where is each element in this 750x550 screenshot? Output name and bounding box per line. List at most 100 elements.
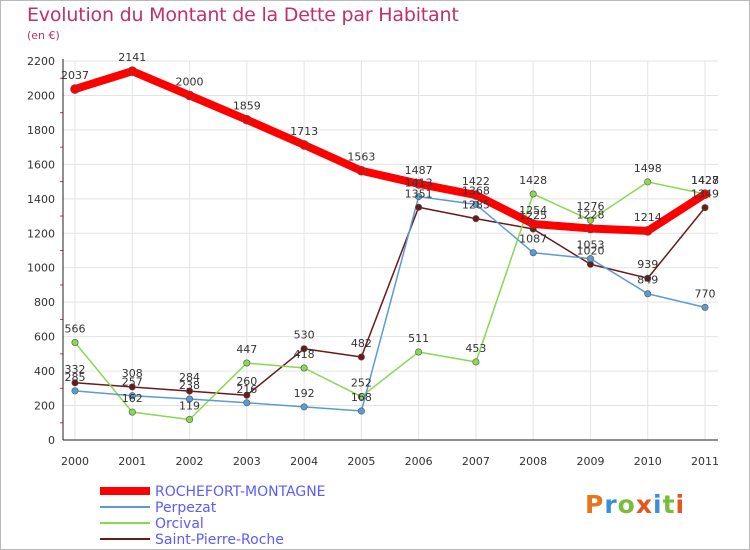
series-line-perpezat — [74, 195, 706, 412]
legend-label: Saint-Pierre-Roche — [155, 532, 284, 548]
data-point — [529, 190, 537, 198]
data-point — [700, 189, 710, 199]
data-point — [585, 223, 596, 234]
data-point — [528, 219, 538, 229]
data-point — [243, 359, 251, 367]
data-point — [472, 215, 480, 223]
data-label: 1254 — [519, 204, 547, 217]
data-point — [471, 190, 481, 200]
data-point — [300, 364, 308, 372]
data-label: 1020 — [576, 244, 604, 257]
x-tick-label: 2006 — [405, 455, 433, 468]
data-label: 1349 — [691, 188, 719, 201]
data-label: 1428 — [519, 174, 547, 187]
data-point — [586, 255, 594, 263]
data-label: 257 — [122, 376, 143, 389]
series-line-saint-pierre-roche — [74, 206, 706, 396]
data-label: 1859 — [233, 100, 261, 113]
y-tick-label: 1600 — [27, 158, 55, 171]
data-point — [644, 178, 652, 186]
y-tick-label: 800 — [34, 296, 55, 309]
data-point — [644, 274, 652, 282]
y-tick-label: 600 — [34, 331, 55, 344]
chart-unit-label: (en €) — [27, 29, 60, 42]
x-tick-label: 2001 — [118, 455, 146, 468]
data-point — [243, 391, 251, 399]
data-label: 530 — [294, 329, 315, 342]
data-label: 168 — [351, 391, 372, 404]
x-tick-label: 2002 — [176, 455, 204, 468]
data-point — [128, 408, 136, 416]
legend-label: ROCHEFORT-MONTAGNE — [155, 484, 326, 500]
data-label: 939 — [637, 258, 658, 271]
y-tick-label: 2000 — [27, 89, 55, 102]
data-point — [184, 90, 195, 101]
data-label: 252 — [351, 377, 372, 390]
data-label: 1563 — [347, 151, 375, 164]
data-label: 308 — [122, 367, 143, 380]
data-point — [357, 393, 365, 401]
data-label: 332 — [65, 363, 86, 376]
data-label: 1225 — [519, 209, 547, 222]
y-tick-label: 0 — [48, 434, 55, 447]
x-tick-label: 2000 — [61, 455, 89, 468]
data-label: 849 — [637, 274, 658, 287]
data-point — [701, 303, 709, 311]
data-point — [701, 204, 709, 212]
series-line-orcival — [74, 181, 706, 421]
x-tick-label: 2003 — [233, 455, 261, 468]
y-tick-label: 1800 — [27, 124, 55, 137]
data-label: 1087 — [519, 233, 547, 246]
data-label: 284 — [179, 371, 200, 384]
y-tick-label: 1400 — [27, 193, 55, 206]
data-label: 566 — [65, 322, 86, 335]
data-label: 1214 — [634, 211, 662, 224]
data-point — [243, 399, 251, 407]
data-label: 1351 — [405, 187, 433, 200]
data-point — [127, 66, 138, 76]
data-label: 238 — [179, 379, 200, 392]
data-label: 119 — [179, 399, 200, 412]
data-label: 418 — [294, 348, 315, 361]
data-label: 1053 — [576, 239, 604, 252]
x-tick-label: 2009 — [576, 455, 604, 468]
data-label: 1413 — [405, 177, 433, 190]
data-point — [186, 415, 194, 423]
data-point — [186, 387, 194, 395]
data-point — [71, 338, 79, 346]
data-point — [300, 345, 308, 353]
data-point — [186, 395, 194, 403]
data-point — [413, 179, 424, 189]
data-label: 2000 — [176, 75, 204, 88]
data-label: 1713 — [290, 125, 318, 138]
y-tick-label: 1200 — [27, 227, 55, 240]
y-tick-label: 400 — [34, 365, 55, 378]
y-tick-label: 200 — [34, 400, 55, 413]
legend-label: Orcival — [155, 516, 204, 532]
x-tick-label: 2008 — [519, 455, 547, 468]
data-label: 1228 — [576, 208, 604, 221]
legend-label: Perpezat — [155, 500, 217, 516]
data-point — [644, 290, 652, 298]
data-point — [128, 383, 136, 391]
series-line-rochefort-montagne — [71, 67, 709, 235]
data-label: 1422 — [462, 175, 490, 188]
x-tick-label: 2004 — [290, 455, 318, 468]
x-tick-label: 2005 — [347, 455, 375, 468]
x-tick-label: 2007 — [462, 455, 490, 468]
data-point — [300, 403, 308, 411]
data-point — [586, 216, 594, 224]
data-point — [357, 407, 365, 415]
data-point — [415, 193, 423, 201]
data-label: 285 — [65, 371, 86, 384]
chart-title: Evolution du Montant de la Dette par Hab… — [27, 4, 459, 26]
data-label: 482 — [351, 337, 372, 350]
data-label: 453 — [465, 342, 486, 355]
data-point — [242, 114, 252, 125]
data-label: 192 — [294, 387, 315, 400]
data-label: 1368 — [462, 184, 490, 197]
x-tick-label: 2010 — [634, 455, 662, 468]
data-point — [529, 249, 537, 257]
